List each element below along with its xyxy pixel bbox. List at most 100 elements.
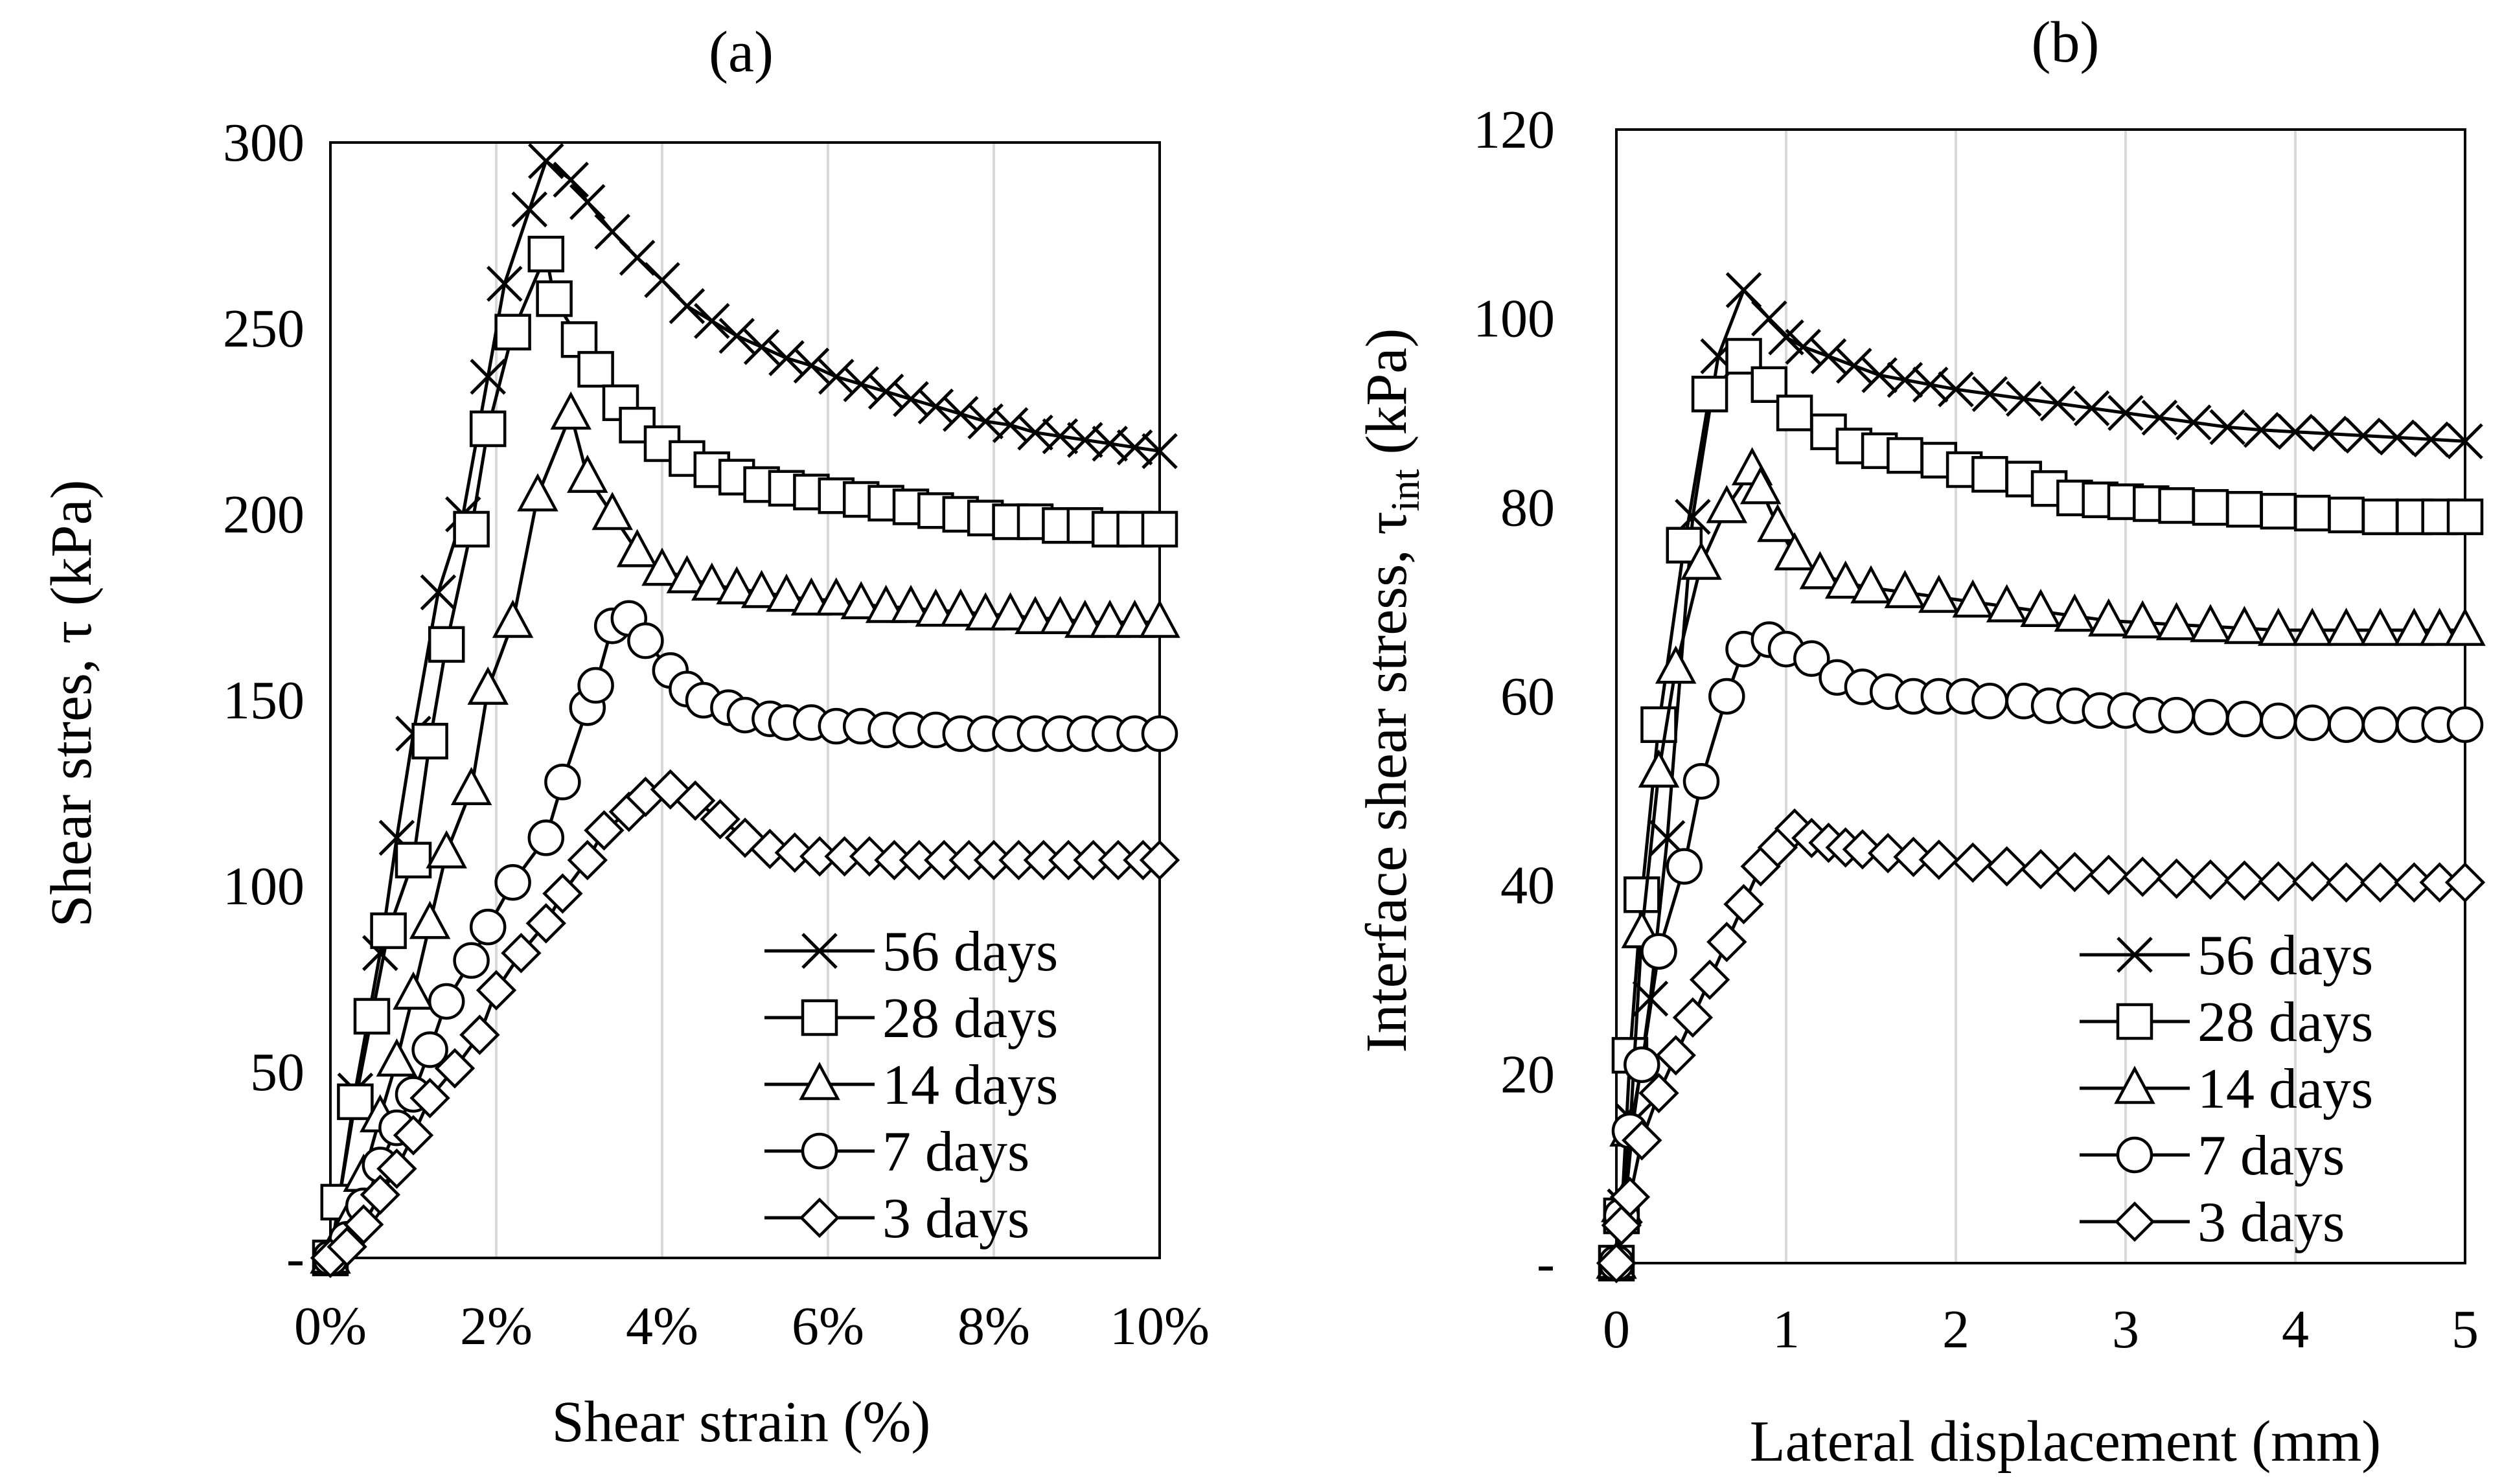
data-point-a-7-days-9 xyxy=(469,908,507,946)
data-point-b-3-days-32 xyxy=(2359,862,2401,903)
data-point-b-7-days-31 xyxy=(2361,706,2399,743)
data-point-a-14-days-34 xyxy=(1089,599,1130,638)
data-point-b-14-days-6 xyxy=(1681,542,1722,580)
data-point-a-14-days-17 xyxy=(666,554,708,593)
data-point-b-28-days-16 xyxy=(1971,456,2008,493)
data-point-b-7-days-27 xyxy=(2226,700,2263,738)
data-point-a-3-days-8 xyxy=(459,1014,500,1055)
data-point-b-7-days-30 xyxy=(2328,706,2365,743)
data-point-b-14-days-30 xyxy=(2393,608,2435,646)
data-point-b-3-days-9 xyxy=(1723,884,1764,925)
legend-item-b-7-days: 7 days xyxy=(2080,1124,2345,1187)
data-point-b-7-days-34 xyxy=(2446,706,2484,743)
legend-item-a-14-days: 14 days xyxy=(764,1054,1058,1117)
data-point-b-7-days-6 xyxy=(1682,763,1720,800)
data-point-a-14-days-8 xyxy=(450,767,492,806)
data-point-a-7-days-39 xyxy=(1141,715,1178,752)
data-point-b-56-days-23 xyxy=(2175,404,2212,440)
x-tick-label-b-3: 3 xyxy=(2112,1299,2139,1360)
legend-label-a-28-days: 28 days xyxy=(882,987,1058,1050)
y-tick-label-a-3: 150 xyxy=(223,670,304,731)
data-point-a-28-days-13 xyxy=(560,321,598,358)
data-point-a-3-days-14 xyxy=(584,810,625,851)
data-point-b-3-days-12 xyxy=(1774,808,1815,849)
series-layer-a xyxy=(310,143,1180,1279)
legend-item-b-14-days: 14 days xyxy=(2080,1058,2373,1121)
series-a-7-days xyxy=(312,600,1178,1277)
data-point-b-3-days-22 xyxy=(2020,849,2061,890)
data-point-b-56-days-30 xyxy=(2413,421,2450,458)
data-point-b-28-days-9 xyxy=(1776,394,1813,431)
x-tick-label-b-5: 5 xyxy=(2451,1299,2479,1360)
data-point-b-3-days-29 xyxy=(2258,861,2299,902)
legend-item-a-56-days: 56 days xyxy=(764,920,1058,983)
series-a-28-days xyxy=(312,235,1178,1277)
data-point-b-56-days-10 xyxy=(1785,328,1821,365)
y-tick-label-b-3: 60 xyxy=(1500,667,1555,727)
legend-marker-b-56-days xyxy=(2117,937,2153,973)
y-tick-label-a-1: 50 xyxy=(250,1042,304,1102)
data-point-a-7-days-17 xyxy=(627,622,664,659)
data-point-b-14-days-5 xyxy=(1655,645,1697,684)
data-point-b-56-days-17 xyxy=(1971,376,2008,413)
data-point-b-14-days-25 xyxy=(2223,606,2266,645)
data-point-a-3-days-12 xyxy=(542,873,583,914)
data-point-a-56-days-18 xyxy=(718,317,755,354)
data-point-b-3-days-19 xyxy=(1918,839,1959,880)
legend-item-a-7-days: 7 days xyxy=(764,1121,1029,1183)
data-point-a-3-days-13 xyxy=(567,839,608,881)
data-point-a-56-days-26 xyxy=(917,388,954,425)
legend-label-b-56-days: 56 days xyxy=(2198,924,2373,987)
data-point-b-3-days-3 xyxy=(1622,1120,1662,1161)
data-point-a-14-days-29 xyxy=(965,592,1006,631)
x-tick-label-a-1: 2% xyxy=(460,1296,533,1356)
data-point-a-3-days-18 xyxy=(675,780,716,821)
y-axis-title-b-unit: (kPa) xyxy=(1355,328,1419,469)
data-point-b-56-days-11 xyxy=(1810,338,1847,374)
data-point-a-14-days-33 xyxy=(1064,599,1106,638)
data-point-b-3-days-27 xyxy=(2190,859,2231,900)
data-point-a-14-days-10 xyxy=(492,599,534,638)
data-point-b-56-days-27 xyxy=(2311,415,2348,452)
y-tick-label-b-2: 40 xyxy=(1500,856,1555,916)
x-tick-label-a-5: 10% xyxy=(1110,1296,1210,1356)
legend-label-a-56-days: 56 days xyxy=(882,920,1058,983)
data-point-b-56-days-19 xyxy=(2039,385,2076,422)
data-point-b-7-days-7 xyxy=(1708,678,1745,715)
data-point-a-3-days-4 xyxy=(376,1148,417,1189)
data-point-a-14-days-26 xyxy=(890,584,932,623)
data-point-b-3-days-23 xyxy=(2054,852,2095,893)
data-point-b-14-days-27 xyxy=(2291,608,2333,646)
data-point-b-14-days-20 xyxy=(2054,593,2096,632)
data-point-b-28-days-23 xyxy=(2158,487,2195,524)
legend-item-b-3-days: 3 days xyxy=(2080,1191,2345,1254)
data-point-a-7-days-10 xyxy=(494,864,531,901)
data-point-b-3-days-25 xyxy=(2122,856,2163,897)
data-point-b-56-days-22 xyxy=(2141,400,2178,436)
data-point-a-56-days-35 xyxy=(1142,433,1178,470)
plot-area-frame-a xyxy=(329,141,1161,1259)
data-point-b-14-days-4 xyxy=(1638,749,1680,788)
data-point-a-56-days-10 xyxy=(528,143,564,179)
data-point-a-3-days-19 xyxy=(700,799,740,839)
legend-item-a-3-days: 3 days xyxy=(764,1187,1029,1250)
data-point-b-3-days-16 xyxy=(1842,829,1883,870)
data-point-b-56-days-25 xyxy=(2243,411,2280,448)
data-point-b-14-days-14 xyxy=(1850,565,1892,604)
data-point-b-7-days-18 xyxy=(1971,683,2008,720)
panel-label-b: (b) xyxy=(2032,10,2100,74)
legend-marker-b-28-days xyxy=(2116,1003,2153,1040)
y-axis-title-a: Shear stres, τ (kPa) xyxy=(40,480,104,928)
legend-label-b-14-days: 14 days xyxy=(2198,1058,2373,1121)
data-point-b-28-days-27 xyxy=(2293,494,2331,532)
legend-label-b-3-days: 3 days xyxy=(2198,1191,2345,1254)
data-point-b-14-days-28 xyxy=(2325,608,2367,646)
legend-label-b-7-days: 7 days xyxy=(2198,1124,2345,1187)
data-point-b-14-days-32 xyxy=(2444,608,2486,646)
data-point-b-7-days-3 xyxy=(1624,1046,1660,1083)
data-point-b-14-days-22 xyxy=(2122,600,2163,639)
data-point-b-14-days-11 xyxy=(1774,532,1815,571)
y-tick-labels-a: - 50 100 150 200 250 300 xyxy=(223,113,304,1288)
series-a-3-days xyxy=(310,769,1180,1279)
